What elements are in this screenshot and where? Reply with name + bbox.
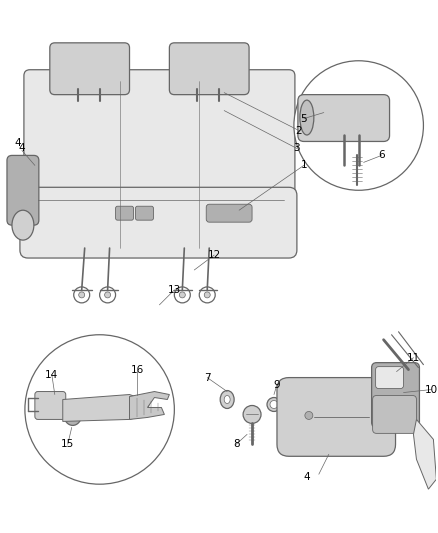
Circle shape — [243, 406, 261, 423]
FancyBboxPatch shape — [170, 43, 249, 95]
Circle shape — [99, 287, 116, 303]
Circle shape — [199, 287, 215, 303]
FancyBboxPatch shape — [371, 362, 420, 427]
Ellipse shape — [64, 403, 82, 425]
Text: 10: 10 — [425, 384, 438, 394]
FancyBboxPatch shape — [373, 395, 417, 433]
Text: 4: 4 — [304, 472, 310, 482]
Text: 4: 4 — [14, 139, 21, 149]
Text: 1: 1 — [300, 160, 307, 171]
FancyBboxPatch shape — [50, 43, 130, 95]
Ellipse shape — [220, 391, 234, 408]
Text: 3: 3 — [293, 143, 300, 154]
FancyBboxPatch shape — [7, 156, 39, 225]
Circle shape — [305, 411, 313, 419]
Ellipse shape — [69, 409, 77, 419]
Text: 2: 2 — [296, 125, 302, 135]
Text: 6: 6 — [378, 150, 385, 160]
FancyBboxPatch shape — [206, 204, 252, 222]
Circle shape — [174, 287, 190, 303]
FancyBboxPatch shape — [116, 206, 134, 220]
Ellipse shape — [267, 398, 281, 411]
Circle shape — [79, 292, 85, 298]
Text: 13: 13 — [168, 285, 181, 295]
Ellipse shape — [300, 100, 314, 135]
FancyBboxPatch shape — [35, 392, 66, 419]
FancyBboxPatch shape — [20, 187, 297, 258]
Circle shape — [74, 287, 90, 303]
Text: 12: 12 — [208, 250, 221, 260]
FancyBboxPatch shape — [24, 70, 295, 211]
FancyBboxPatch shape — [277, 377, 396, 456]
Text: 14: 14 — [45, 369, 58, 379]
Ellipse shape — [12, 210, 34, 240]
FancyBboxPatch shape — [376, 367, 403, 389]
Text: 7: 7 — [204, 373, 211, 383]
Text: 15: 15 — [61, 439, 74, 449]
Circle shape — [204, 292, 210, 298]
Text: 11: 11 — [407, 353, 420, 362]
FancyBboxPatch shape — [135, 206, 153, 220]
Text: 8: 8 — [233, 439, 240, 449]
Text: 16: 16 — [131, 365, 144, 375]
Text: 5: 5 — [300, 114, 307, 124]
Circle shape — [294, 61, 424, 190]
FancyBboxPatch shape — [298, 95, 389, 141]
Polygon shape — [130, 392, 170, 419]
Circle shape — [179, 292, 185, 298]
Ellipse shape — [224, 395, 230, 403]
Text: 4: 4 — [18, 143, 25, 154]
Polygon shape — [413, 419, 436, 489]
Text: 9: 9 — [274, 379, 280, 390]
Circle shape — [25, 335, 174, 484]
Circle shape — [105, 292, 110, 298]
Polygon shape — [63, 394, 149, 422]
Ellipse shape — [270, 400, 278, 408]
